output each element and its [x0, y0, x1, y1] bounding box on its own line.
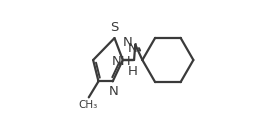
Text: N: N: [123, 36, 132, 49]
Text: NH: NH: [111, 55, 131, 68]
Text: CH₃: CH₃: [79, 100, 98, 110]
Text: S: S: [110, 21, 119, 34]
Text: N: N: [108, 85, 118, 98]
Text: H: H: [127, 65, 137, 78]
Text: N: N: [127, 42, 137, 55]
